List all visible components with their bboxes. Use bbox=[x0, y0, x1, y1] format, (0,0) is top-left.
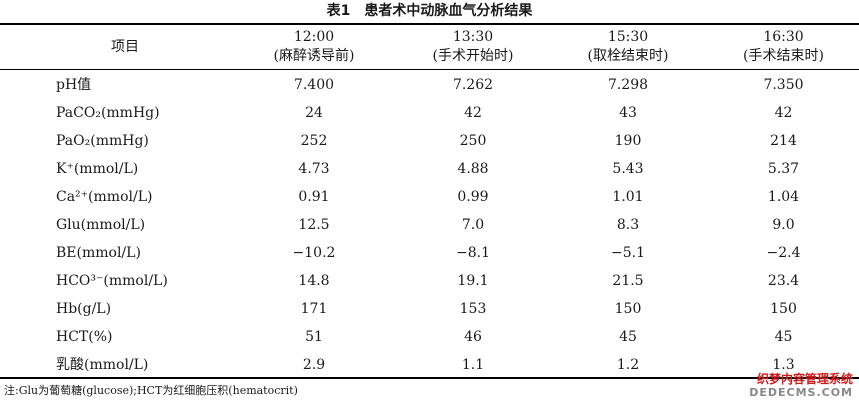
row-label: HCT(%) bbox=[56, 329, 113, 345]
cell-value: −10.2 bbox=[292, 245, 336, 261]
watermark-line-1: 织梦内容管理系统 bbox=[756, 372, 853, 386]
table-caption-label: 表1 bbox=[326, 3, 351, 19]
cell-value: 1.1 bbox=[461, 357, 485, 373]
table-bottom-rule bbox=[0, 377, 859, 379]
cell-value: −2.4 bbox=[766, 245, 801, 261]
cell-value: 4.73 bbox=[298, 161, 330, 177]
header-col-2: 13:30 (手术开始时) bbox=[398, 25, 548, 69]
cell-value: 153 bbox=[459, 301, 487, 317]
cell-value: 1.3 bbox=[772, 357, 795, 373]
cell-value: 252 bbox=[300, 133, 328, 149]
table-row-calcium: Ca²⁺(mmol/L) 0.91 0.99 1.01 1.04 bbox=[0, 183, 859, 211]
header-col-1-time: 12:00 bbox=[293, 29, 335, 45]
cell-value: 7.262 bbox=[452, 77, 494, 93]
cell-value: 214 bbox=[770, 133, 797, 149]
table-row-hemoglobin: Hb(g/L) 171 153 150 150 bbox=[0, 295, 859, 323]
cell-value: 7.400 bbox=[293, 77, 335, 93]
cell-value: 7.350 bbox=[763, 77, 804, 93]
header-col-3: 15:30 (取栓结束时) bbox=[548, 25, 708, 69]
row-label: Glu(mmol/L) bbox=[56, 217, 146, 233]
table-row-pao2: PaO₂(mmHg) 252 250 190 214 bbox=[0, 127, 859, 155]
table-row-lactate: 乳酸(mmol/L) 2.9 1.1 1.2 1.3 bbox=[0, 351, 859, 379]
row-label: 乳酸(mmol/L) bbox=[56, 357, 149, 373]
table-row-glucose: Glu(mmol/L) 12.5 7.0 8.3 9.0 bbox=[0, 211, 859, 239]
header-item: 项目 bbox=[111, 38, 139, 55]
cell-value: −5.1 bbox=[611, 245, 645, 261]
table-row-bicarbonate: HCO³⁻(mmol/L) 14.8 19.1 21.5 23.4 bbox=[0, 267, 859, 295]
cell-value: 21.5 bbox=[612, 273, 644, 289]
row-label: Ca²⁺(mmol/L) bbox=[56, 189, 153, 205]
row-label: HCO³⁻(mmol/L) bbox=[56, 273, 168, 289]
cell-value: 45 bbox=[619, 329, 637, 345]
cell-value: 23.4 bbox=[767, 273, 800, 289]
cell-value: 19.1 bbox=[457, 273, 489, 289]
table-row-potassium: K⁺(mmol/L) 4.73 4.88 5.43 5.37 bbox=[0, 155, 859, 183]
cell-value: 42 bbox=[464, 105, 482, 121]
table-header-rule bbox=[0, 69, 859, 70]
cell-value: 150 bbox=[770, 301, 797, 317]
table-row-hematocrit: HCT(%) 51 46 45 45 bbox=[0, 323, 859, 351]
cell-value: 24 bbox=[305, 105, 323, 121]
watermark-line-2: DEDECMS.COM bbox=[749, 386, 853, 399]
header-col-2-stage: (手术开始时) bbox=[432, 48, 514, 64]
header-col-4-stage: (手术结束时) bbox=[743, 48, 824, 64]
cell-value: 2.9 bbox=[302, 357, 326, 373]
header-col-3-time: 15:30 bbox=[607, 29, 649, 45]
cell-value: 12.5 bbox=[298, 217, 330, 233]
table-row-ph: pH值 7.400 7.262 7.298 7.350 bbox=[0, 71, 859, 99]
cell-value: 8.3 bbox=[616, 217, 640, 233]
row-label: PaO₂(mmHg) bbox=[56, 133, 149, 149]
row-label: Hb(g/L) bbox=[56, 301, 112, 317]
table-row-paco2: PaCO₂(mmHg) 24 42 43 42 bbox=[0, 99, 859, 127]
header-col-3-stage: (取栓结束时) bbox=[587, 48, 669, 64]
cell-value: 4.88 bbox=[457, 161, 489, 177]
cell-value: 1.01 bbox=[612, 189, 644, 205]
row-label: pH值 bbox=[56, 77, 92, 93]
row-label: K⁺(mmol/L) bbox=[56, 161, 139, 177]
cell-value: 1.04 bbox=[767, 189, 800, 205]
header-col-1-stage: (麻醉诱导前) bbox=[273, 48, 355, 64]
table-body: pH值 7.400 7.262 7.298 7.350 PaCO₂(mmHg) … bbox=[0, 71, 859, 379]
cell-value: 5.43 bbox=[612, 161, 644, 177]
table-caption: 表1 患者术中动脉血气分析结果 bbox=[0, 2, 859, 20]
header-col-4-time: 16:30 bbox=[763, 29, 804, 45]
watermark: 织梦内容管理系统 DEDECMS.COM bbox=[741, 372, 853, 400]
cell-value: 5.37 bbox=[767, 161, 800, 177]
cell-value: 43 bbox=[619, 105, 637, 121]
cell-value: −8.1 bbox=[456, 245, 490, 261]
cell-value: 46 bbox=[464, 329, 482, 345]
header-col-1: 12:00 (麻醉诱导前) bbox=[230, 25, 398, 69]
header-col-2-time: 13:30 bbox=[452, 29, 494, 45]
cell-value: 42 bbox=[774, 105, 793, 121]
cell-value: 171 bbox=[300, 301, 328, 317]
cell-value: 1.2 bbox=[616, 357, 640, 373]
cell-value: 45 bbox=[774, 329, 793, 345]
cell-value: 7.298 bbox=[607, 77, 649, 93]
row-label: PaCO₂(mmHg) bbox=[56, 105, 160, 121]
cell-value: 250 bbox=[459, 133, 487, 149]
cell-value: 190 bbox=[614, 133, 642, 149]
row-label: BE(mmol/L) bbox=[56, 245, 141, 261]
cell-value: 0.99 bbox=[457, 189, 489, 205]
table-caption-title: 患者术中动脉血气分析结果 bbox=[364, 3, 533, 19]
table-footnote: 注:Glu为葡萄糖(glucose);HCT为红细胞压积(hematocrit) bbox=[4, 384, 298, 397]
header-col-4: 16:30 (手术结束时) bbox=[708, 25, 859, 69]
cell-value: 0.91 bbox=[298, 189, 330, 205]
cell-value: 9.0 bbox=[772, 217, 795, 233]
table-header: 项目 12:00 (麻醉诱导前) 13:30 (手术开始时) 15:30 (取栓… bbox=[0, 25, 859, 69]
table-row-base-excess: BE(mmol/L) −10.2 −8.1 −5.1 −2.4 bbox=[0, 239, 859, 267]
cell-value: 150 bbox=[614, 301, 642, 317]
cell-value: 51 bbox=[305, 329, 323, 345]
table-top-rule bbox=[0, 23, 859, 25]
cell-value: 7.0 bbox=[461, 217, 485, 233]
cell-value: 14.8 bbox=[298, 273, 330, 289]
